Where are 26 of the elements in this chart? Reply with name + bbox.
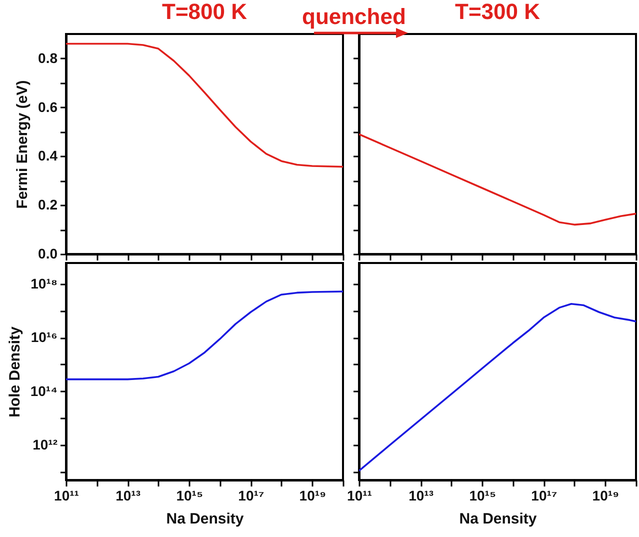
y-axis-title: Fermi Energy (eV) xyxy=(14,80,32,209)
x-tick-label: 10¹⁵ xyxy=(176,488,204,504)
x-tick-label: 10¹⁷ xyxy=(531,488,558,504)
x-tick-label: 10¹⁹ xyxy=(299,488,326,504)
x-tick-label: 10¹¹ xyxy=(347,488,372,504)
x-axis-title: Na Density xyxy=(459,510,538,528)
x-tick-label: 10¹⁹ xyxy=(592,488,620,504)
text: quenched xyxy=(302,4,406,30)
chart-title: T=300 K xyxy=(455,0,540,24)
y-tick-label: 10¹⁶ xyxy=(30,329,58,346)
y-tick-label: 0.6 xyxy=(38,98,58,115)
y-tick-label: 0.0 xyxy=(38,246,58,262)
x-tick-label: 10¹⁵ xyxy=(469,488,496,504)
y-tick-label: 0.2 xyxy=(38,196,58,213)
x-tick-label: 10¹⁷ xyxy=(238,488,264,504)
y-tick-label: 10¹⁴ xyxy=(30,382,58,399)
x-tick-label: 10¹³ xyxy=(408,488,434,504)
y-tick-label: 10¹² xyxy=(32,436,58,453)
x-axis-title: Na Density xyxy=(166,510,244,528)
x-tick-label: 10¹¹ xyxy=(54,488,80,504)
y-tick-label: 0.8 xyxy=(38,50,58,66)
y-axis-title: Hole Density xyxy=(6,326,24,418)
y-tick-label: 0.4 xyxy=(38,148,58,164)
y-tick-label: 10¹⁸ xyxy=(30,275,58,292)
x-tick-label: 10¹³ xyxy=(116,488,141,504)
chart-title: T=800 K xyxy=(162,0,248,24)
